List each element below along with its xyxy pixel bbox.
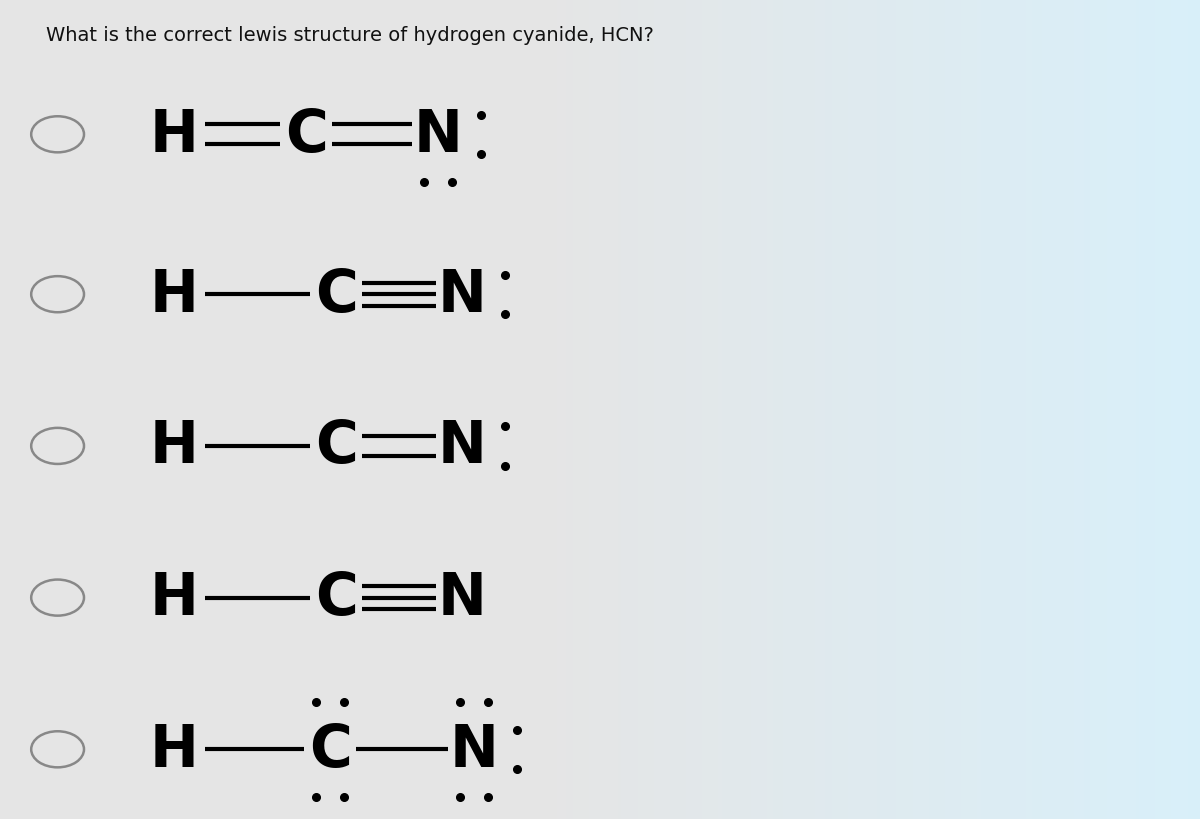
- Text: H: H: [150, 106, 198, 164]
- Text: N: N: [438, 418, 486, 475]
- Text: N: N: [450, 721, 498, 778]
- Text: N: N: [438, 569, 486, 627]
- Text: C: C: [284, 106, 328, 164]
- Text: C: C: [314, 266, 358, 324]
- Text: What is the correct lewis structure of hydrogen cyanide, HCN?: What is the correct lewis structure of h…: [46, 26, 654, 45]
- Text: H: H: [150, 721, 198, 778]
- Text: H: H: [150, 569, 198, 627]
- Text: N: N: [438, 266, 486, 324]
- Text: C: C: [308, 721, 352, 778]
- Text: C: C: [314, 569, 358, 627]
- Text: N: N: [414, 106, 462, 164]
- Text: H: H: [150, 266, 198, 324]
- Text: H: H: [150, 418, 198, 475]
- Text: C: C: [314, 418, 358, 475]
